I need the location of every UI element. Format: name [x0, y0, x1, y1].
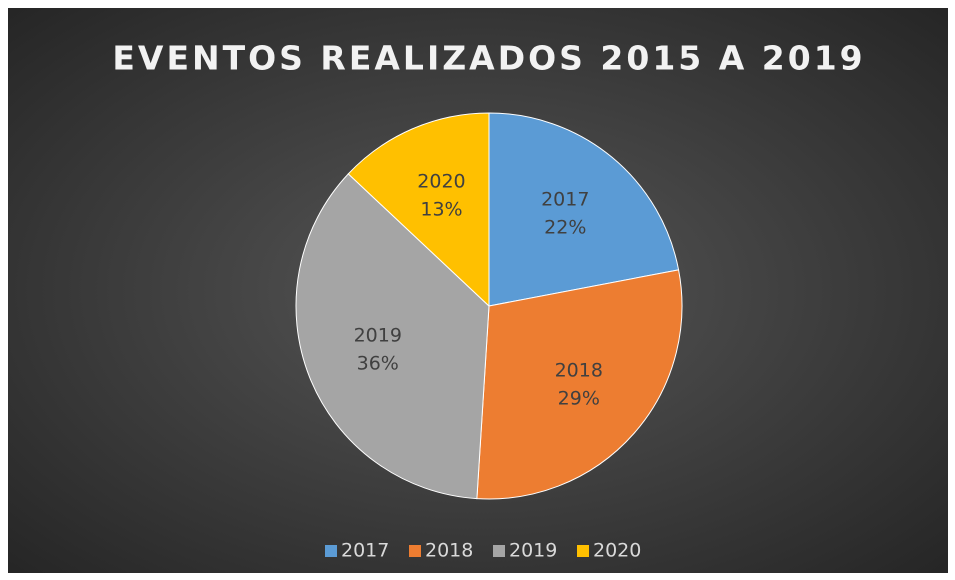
legend-label: 2020 [593, 540, 641, 562]
pie-slice [476, 269, 683, 500]
pie-slice [488, 112, 680, 307]
pie-slice [295, 173, 490, 500]
legend-swatch [493, 545, 505, 557]
legend-swatch [409, 545, 421, 557]
slice-category-label: 2017 [541, 188, 589, 210]
chart-title: EVENTOS REALIZADOS 2015 A 2019 [112, 39, 865, 78]
legend-swatch [325, 545, 337, 557]
slice-category-label: 2020 [417, 171, 465, 193]
legend-label: 2017 [341, 540, 389, 562]
legend-label: 2019 [509, 540, 557, 562]
slice-value-label: 29% [558, 388, 600, 410]
legend-label: 2018 [425, 540, 473, 562]
pie-slice [347, 112, 490, 308]
slice-value-label: 36% [357, 353, 399, 375]
slice-value-label: 22% [544, 216, 586, 238]
slice-value-label: 13% [420, 199, 462, 221]
slice-category-label: 2019 [354, 325, 402, 347]
slice-category-label: 2018 [555, 360, 603, 382]
legend-swatch [577, 545, 589, 557]
